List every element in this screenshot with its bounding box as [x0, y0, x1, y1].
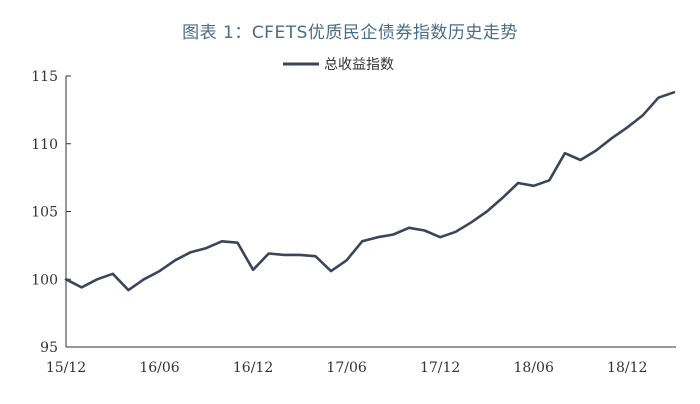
- legend-label: 总收益指数: [324, 57, 394, 73]
- x-tick-label: 18/06: [514, 360, 554, 376]
- x-tick-label: 16/06: [139, 360, 179, 376]
- y-tick-label: 110: [31, 137, 58, 153]
- x-tick-label: 17/06: [326, 360, 366, 376]
- series-line-total-return-index: [64, 91, 676, 292]
- series: [64, 91, 676, 292]
- chart-title: 图表 1：CFETS优质民企债券指数历史走势: [182, 23, 518, 43]
- y-tick-label: 100: [31, 272, 58, 288]
- legend: 总收益指数: [283, 57, 394, 73]
- x-tick-label: 16/12: [233, 360, 273, 376]
- y-tick-label: 115: [31, 69, 58, 85]
- axes: [65, 76, 676, 348]
- x-tick-label: 15/12: [46, 360, 86, 376]
- x-tick-label: 18/12: [607, 360, 647, 376]
- y-tick-label: 105: [31, 205, 58, 221]
- y-axis-ticks: 95 100 105 110 115: [31, 69, 71, 356]
- x-axis-ticks: 15/12 16/06 16/12 17/06 17/12 18/06 18/12: [46, 360, 648, 376]
- y-tick-label: 95: [40, 340, 58, 356]
- x-tick-label: 17/12: [420, 360, 460, 376]
